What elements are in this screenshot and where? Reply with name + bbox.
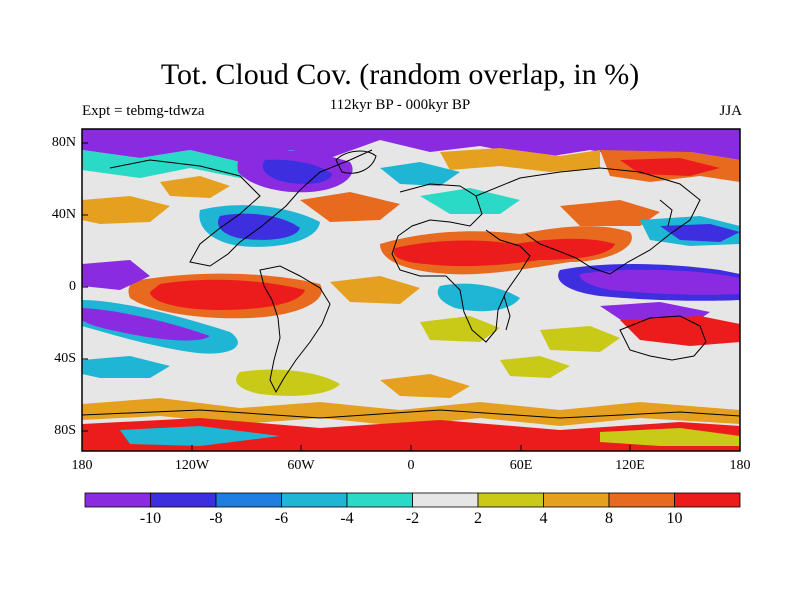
lat-label-80s: 80S: [54, 423, 76, 438]
colorbar-box: [84, 492, 151, 508]
colorbar-box: [412, 492, 479, 508]
colorbar-label: -2: [405, 510, 420, 527]
lon-label-60e: 60E: [509, 458, 533, 473]
colorbar-label: -8: [209, 510, 223, 527]
colorbar-label: -10: [139, 510, 162, 527]
lat-label-0: 0: [69, 279, 76, 294]
lon-label-0: 0: [407, 458, 415, 473]
colorbar: [84, 492, 741, 508]
map-title: Tot. Cloud Cov. (random overlap, in %): [160, 58, 640, 91]
lat-label-80n: 80N: [51, 135, 76, 150]
colorbar-label: -6: [274, 510, 289, 527]
colorbar-box: [674, 492, 741, 508]
anomaly-field: [82, 129, 740, 451]
colorbar-box: [150, 492, 217, 508]
colorbar-box: [215, 492, 282, 508]
coastlines: [82, 149, 740, 419]
colorbar-label: 8: [605, 510, 613, 527]
colorbar-label: 2: [474, 510, 482, 527]
season-label: JJA: [719, 103, 742, 119]
colorbar-box: [543, 492, 610, 508]
lat-label-40s: 40S: [54, 351, 76, 366]
axis-ticks: [81, 142, 741, 451]
lon-label-180e: 180: [729, 458, 751, 473]
lon-label-60w: 60W: [287, 458, 315, 473]
colorbar-label: 4: [539, 510, 548, 527]
lon-label-180w: 180: [71, 458, 93, 473]
colorbar-label: 10: [666, 510, 683, 527]
experiment-label: Expt = tebmg-tdwza: [82, 103, 205, 119]
colorbar-box: [281, 492, 348, 508]
lat-label-40n: 40N: [51, 207, 76, 222]
lon-label-120e: 120E: [615, 458, 645, 473]
colorbar-box: [477, 492, 544, 508]
colorbar-label: -4: [340, 510, 354, 527]
lon-label-120w: 120W: [174, 458, 210, 473]
colorbar-box: [346, 492, 413, 508]
map-subtitle: 112kyr BP - 000kyr BP: [329, 97, 471, 113]
colorbar-box: [608, 492, 675, 508]
